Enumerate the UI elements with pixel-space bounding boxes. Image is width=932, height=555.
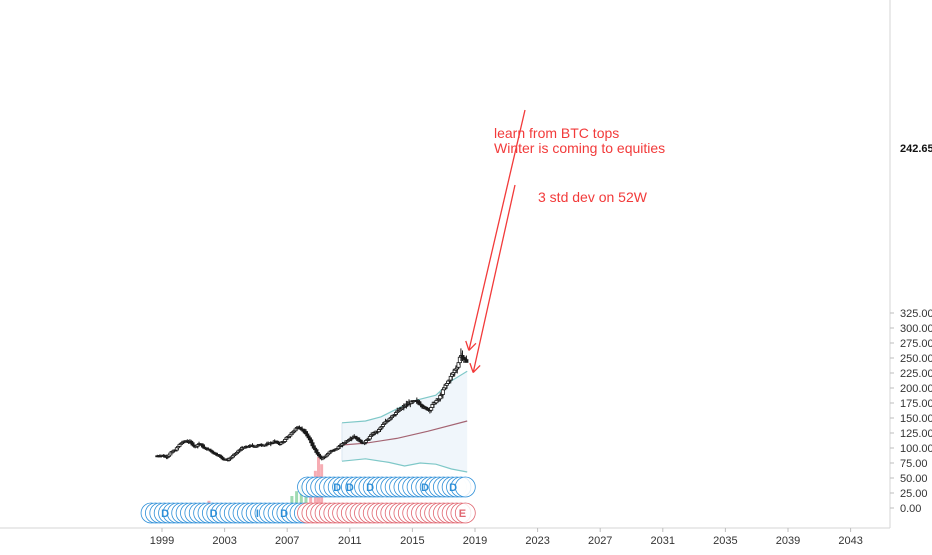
event-markers: D D I D ED D D D D <box>140 476 476 524</box>
event-label: D <box>449 482 457 494</box>
arrow-to-std-dev-head <box>469 362 474 373</box>
y-tick-label: 325.00 <box>900 308 932 320</box>
event-label: D <box>333 482 341 494</box>
y-tick-label: 75.00 <box>900 458 928 470</box>
last-price-label: 242.65 <box>900 143 932 155</box>
arrow-to-top-head <box>465 340 470 351</box>
x-tick-label: 1999 <box>150 535 174 547</box>
arrow-to-std-dev <box>472 184 516 373</box>
middle-band-line <box>341 420 468 446</box>
lower-band-line <box>341 458 468 473</box>
event-label: D <box>366 482 374 494</box>
candle-body <box>464 359 469 363</box>
event-label: D <box>161 508 169 520</box>
volume-bar <box>304 494 308 508</box>
x-tick-label: 2011 <box>338 535 362 547</box>
candlesticks <box>155 348 469 462</box>
arrow-to-std-dev-head <box>472 364 481 374</box>
y-tick-label: 225.00 <box>900 368 932 380</box>
std-dev-band-fill <box>341 371 468 472</box>
x-tick-label: 2003 <box>212 535 236 547</box>
y-tick-label: 275.00 <box>900 338 932 350</box>
std-dev-band-area <box>341 371 468 472</box>
arrow-to-top-head <box>468 342 477 351</box>
y-tick-label: 0.00 <box>900 503 921 515</box>
event-marker-circle <box>454 476 476 498</box>
candle-body <box>314 449 319 453</box>
event-label: E <box>459 508 466 520</box>
x-tick-label: 2039 <box>776 535 800 547</box>
x-tick-label: 2015 <box>400 535 424 547</box>
volume-bar <box>299 485 303 508</box>
annotation-arrows <box>465 109 526 374</box>
y-tick-label: 200.00 <box>900 383 932 395</box>
x-tick-label: 2043 <box>838 535 862 547</box>
y-tick-label: 50.00 <box>900 473 928 485</box>
x-tick-label: 2019 <box>463 535 487 547</box>
y-tick-label: 300.00 <box>900 323 932 335</box>
annotation-line-1: learn from BTC tops <box>494 125 620 141</box>
y-tick-label: 150.00 <box>900 413 932 425</box>
x-tick-label: 2031 <box>651 535 675 547</box>
event-marker-circle <box>454 502 476 524</box>
y-tick-label: 25.00 <box>900 488 928 500</box>
candle-body <box>309 439 314 444</box>
annotation-line-2: Winter is coming to equities <box>494 140 666 156</box>
x-tick-label: 2027 <box>588 535 612 547</box>
arrow-to-top <box>468 109 526 351</box>
event-label: D <box>280 508 288 520</box>
volume-bar <box>295 491 299 508</box>
y-tick-label: 250.00 <box>900 353 932 365</box>
x-tick-label: 2035 <box>713 535 737 547</box>
y-tick-label: 175.00 <box>900 398 932 410</box>
time-axis: 1999 2003 2007 2011 2015 2019 2023 2027 2031 2035… <box>150 528 863 547</box>
event-label: D <box>346 482 354 494</box>
x-tick-label: 2007 <box>275 535 299 547</box>
y-tick-label: 100.00 <box>900 443 932 455</box>
volume-bar <box>290 496 294 508</box>
x-tick-label: 2023 <box>525 535 549 547</box>
annotation-std-dev: 3 std dev on 52W <box>538 189 647 205</box>
event-label: D <box>210 508 218 520</box>
event-label: I <box>256 508 259 520</box>
last-price-value: 242.65 <box>900 143 932 155</box>
event-label: D <box>421 482 429 494</box>
price-axis: 325.00 300.00 275.00 250.00 225.00 200.00 175.… <box>890 308 932 515</box>
y-tick-label: 125.00 <box>900 428 932 440</box>
